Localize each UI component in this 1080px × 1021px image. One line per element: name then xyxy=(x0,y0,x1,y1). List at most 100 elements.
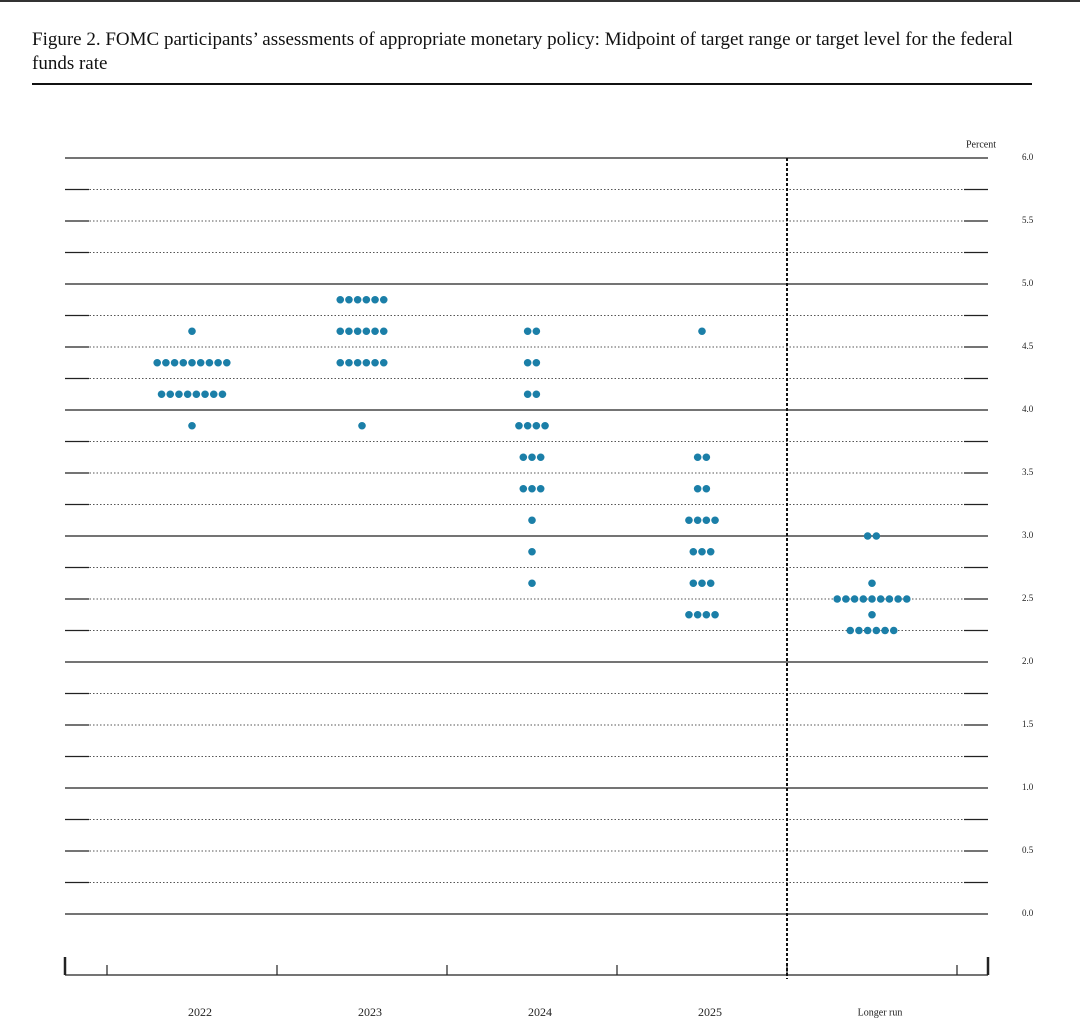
dot xyxy=(157,390,166,399)
dot xyxy=(362,358,371,367)
dot xyxy=(689,579,698,588)
dot xyxy=(536,453,545,462)
dot xyxy=(353,295,362,304)
dot xyxy=(188,327,196,336)
dot xyxy=(711,516,719,525)
dot xyxy=(336,358,345,367)
y-tick-label: 1.5 xyxy=(1022,719,1034,729)
dot xyxy=(536,484,545,493)
dot xyxy=(358,421,366,430)
dot xyxy=(532,327,541,336)
dot xyxy=(345,295,353,304)
dot xyxy=(528,516,536,525)
dot xyxy=(881,626,889,635)
dot xyxy=(711,610,719,619)
title-rule xyxy=(32,83,1032,85)
dot xyxy=(515,421,523,430)
x-tick-label: 2024 xyxy=(528,1005,552,1019)
dot xyxy=(162,358,170,367)
x-tick-label: Longer run xyxy=(858,1007,903,1018)
x-tick-label: 2023 xyxy=(358,1005,382,1019)
dot xyxy=(541,421,549,430)
dot xyxy=(698,579,706,588)
dot xyxy=(693,610,702,619)
top-border xyxy=(0,0,1080,2)
dot xyxy=(702,484,711,493)
dot xyxy=(693,453,702,462)
dot xyxy=(833,595,841,603)
dot xyxy=(218,390,227,399)
dot xyxy=(153,358,161,367)
dot xyxy=(698,327,706,336)
dot xyxy=(523,390,532,399)
dot xyxy=(379,295,388,304)
dot xyxy=(532,390,541,399)
dot xyxy=(698,547,706,556)
dot xyxy=(868,610,876,619)
dot xyxy=(223,358,231,367)
dot xyxy=(706,547,715,556)
dot xyxy=(855,626,863,635)
dot xyxy=(846,626,855,635)
x-tick-label: 2022 xyxy=(188,1005,212,1019)
y-tick-label: 5.0 xyxy=(1022,278,1034,288)
dot xyxy=(353,327,362,336)
dot xyxy=(371,327,379,336)
dot xyxy=(685,516,693,525)
dot xyxy=(689,547,698,556)
dot xyxy=(519,453,528,462)
dot xyxy=(706,579,715,588)
dot xyxy=(336,295,345,304)
dot xyxy=(523,358,532,367)
dot xyxy=(523,421,532,430)
dot xyxy=(362,327,371,336)
dot xyxy=(379,327,388,336)
y-tick-label: 3.0 xyxy=(1022,530,1034,540)
y-tick-label: 3.5 xyxy=(1022,467,1034,477)
dot xyxy=(528,453,536,462)
dot xyxy=(702,516,711,525)
dot xyxy=(693,516,702,525)
dot xyxy=(532,421,541,430)
y-tick-label: 0.5 xyxy=(1022,845,1034,855)
dot xyxy=(872,626,881,635)
dot xyxy=(188,358,196,367)
dot xyxy=(192,390,201,399)
dot xyxy=(209,390,218,399)
y-tick-label: 0.0 xyxy=(1022,908,1034,918)
dot xyxy=(183,390,192,399)
x-tick-label: 2025 xyxy=(698,1005,722,1019)
dot xyxy=(205,358,214,367)
dot xyxy=(702,453,711,462)
dot xyxy=(188,421,196,430)
dot xyxy=(362,295,371,304)
y-axis-label: Percent xyxy=(966,139,996,150)
dot xyxy=(685,610,693,619)
dot xyxy=(528,484,536,493)
dot xyxy=(371,295,379,304)
dot xyxy=(528,579,536,588)
dot xyxy=(371,358,379,367)
dot xyxy=(885,595,894,603)
y-tick-label: 4.0 xyxy=(1022,404,1034,414)
dot xyxy=(519,484,528,493)
dot xyxy=(842,595,850,603)
dot xyxy=(170,358,179,367)
dot xyxy=(528,547,536,556)
dot xyxy=(859,595,868,603)
y-tick-label: 4.5 xyxy=(1022,341,1034,351)
dot xyxy=(889,626,898,635)
y-tick-label: 1.0 xyxy=(1022,782,1034,792)
dot xyxy=(175,390,183,399)
dot xyxy=(863,626,872,635)
dot xyxy=(868,595,876,603)
dot xyxy=(353,358,362,367)
dot xyxy=(523,327,532,336)
dot xyxy=(903,595,911,603)
y-tick-label: 2.0 xyxy=(1022,656,1034,666)
dot xyxy=(379,358,388,367)
dot xyxy=(345,358,353,367)
dot xyxy=(894,595,902,603)
